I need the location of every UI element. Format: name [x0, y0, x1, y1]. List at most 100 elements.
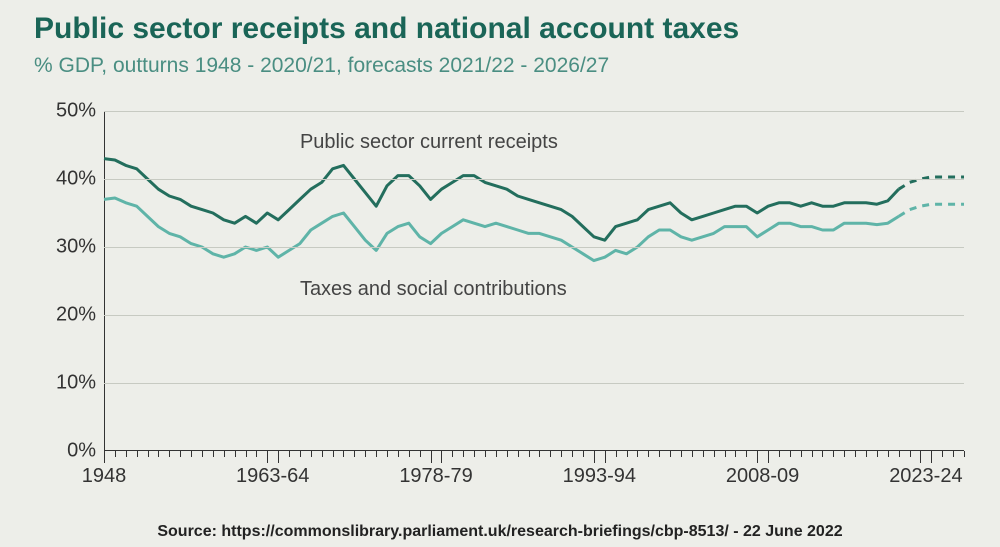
x-tick-major [768, 451, 769, 463]
x-tick-minor [202, 451, 203, 457]
x-tick-minor [812, 451, 813, 457]
x-tick-major [104, 451, 105, 463]
chart-title: Public sector receipts and national acco… [34, 12, 739, 46]
x-tick-minor [703, 451, 704, 457]
x-tick-minor [235, 451, 236, 457]
series-label: Public sector current receipts [300, 131, 558, 154]
y-tick-label: 30% [56, 236, 96, 259]
x-tick-label: 2023-24 [889, 465, 962, 488]
x-tick-minor [539, 451, 540, 457]
x-tick-minor [148, 451, 149, 457]
x-tick-minor [409, 451, 410, 457]
x-tick-minor [354, 451, 355, 457]
x-tick-minor [496, 451, 497, 457]
x-tick-minor [158, 451, 159, 457]
x-tick-minor [561, 451, 562, 457]
x-tick-minor [844, 451, 845, 457]
x-tick-minor [256, 451, 257, 457]
y-tick-label: 40% [56, 168, 96, 191]
x-tick-minor [169, 451, 170, 457]
series-line [104, 198, 899, 261]
x-tick-minor [692, 451, 693, 457]
x-tick-minor [115, 451, 116, 457]
gridline [104, 179, 964, 180]
x-tick-major [920, 451, 921, 463]
x-tick-minor [550, 451, 551, 457]
x-tick-minor [735, 451, 736, 457]
x-tick-minor [572, 451, 573, 457]
x-tick-minor [877, 451, 878, 457]
x-tick-minor [452, 451, 453, 457]
x-tick-minor [899, 451, 900, 457]
x-tick-major [931, 451, 932, 463]
x-tick-minor [953, 451, 954, 457]
x-tick-major [605, 451, 606, 463]
x-tick-minor [387, 451, 388, 457]
x-tick-minor [714, 451, 715, 457]
series-line [104, 159, 899, 241]
y-tick-label: 20% [56, 304, 96, 327]
x-tick-minor [180, 451, 181, 457]
chart-subtitle: % GDP, outturns 1948 - 2020/21, forecast… [34, 54, 609, 78]
x-tick-label: 1993-94 [563, 465, 636, 488]
x-tick-minor [888, 451, 889, 457]
y-tick-label: 0% [67, 440, 96, 463]
x-tick-minor [670, 451, 671, 457]
x-tick-label: 1963-64 [236, 465, 309, 488]
x-tick-minor [333, 451, 334, 457]
plot-area: 0%10%20%30%40%50%19481963-641978-791993-… [104, 111, 964, 451]
x-tick-minor [289, 451, 290, 457]
x-tick-minor [137, 451, 138, 457]
x-tick-minor [746, 451, 747, 457]
x-tick-minor [191, 451, 192, 457]
x-tick-major [757, 451, 758, 463]
x-tick-minor [648, 451, 649, 457]
series-line-forecast [899, 204, 964, 216]
x-tick-minor [507, 451, 508, 457]
gridline [104, 111, 964, 112]
x-tick-minor [790, 451, 791, 457]
series-label: Taxes and social contributions [300, 278, 567, 301]
x-tick-minor [725, 451, 726, 457]
x-tick-minor [376, 451, 377, 457]
x-tick-label: 2008-09 [726, 465, 799, 488]
x-tick-minor [246, 451, 247, 457]
x-tick-minor [322, 451, 323, 457]
x-tick-minor [616, 451, 617, 457]
x-tick-minor [659, 451, 660, 457]
x-tick-minor [681, 451, 682, 457]
x-tick-minor [637, 451, 638, 457]
x-tick-minor [866, 451, 867, 457]
x-tick-minor [343, 451, 344, 457]
chart-container: 0% 10% 20% 30% 40% 50% 1948 1963-64 1978-79 1993-… [34, 95, 974, 515]
y-tick-label: 50% [56, 100, 96, 123]
x-tick-minor [224, 451, 225, 457]
x-tick-major [267, 451, 268, 463]
x-tick-minor [910, 451, 911, 457]
x-tick-minor [627, 451, 628, 457]
x-tick-minor [300, 451, 301, 457]
x-tick-minor [365, 451, 366, 457]
x-tick-minor [964, 451, 965, 457]
x-tick-minor [463, 451, 464, 457]
gridline [104, 247, 964, 248]
x-tick-label: 1948 [82, 465, 127, 488]
x-tick-minor [801, 451, 802, 457]
x-tick-major [431, 451, 432, 463]
x-tick-major [278, 451, 279, 463]
x-tick-minor [518, 451, 519, 457]
x-tick-minor [529, 451, 530, 457]
x-tick-minor [779, 451, 780, 457]
x-tick-minor [583, 451, 584, 457]
x-tick-minor [485, 451, 486, 457]
gridline [104, 315, 964, 316]
x-tick-minor [474, 451, 475, 457]
x-tick-minor [126, 451, 127, 457]
x-tick-minor [420, 451, 421, 457]
gridline [104, 383, 964, 384]
x-tick-minor [213, 451, 214, 457]
chart-source: Source: https://commonslibrary.parliamen… [0, 523, 1000, 541]
x-tick-label: 1978-79 [399, 465, 472, 488]
x-tick-minor [942, 451, 943, 457]
y-tick-label: 10% [56, 372, 96, 395]
